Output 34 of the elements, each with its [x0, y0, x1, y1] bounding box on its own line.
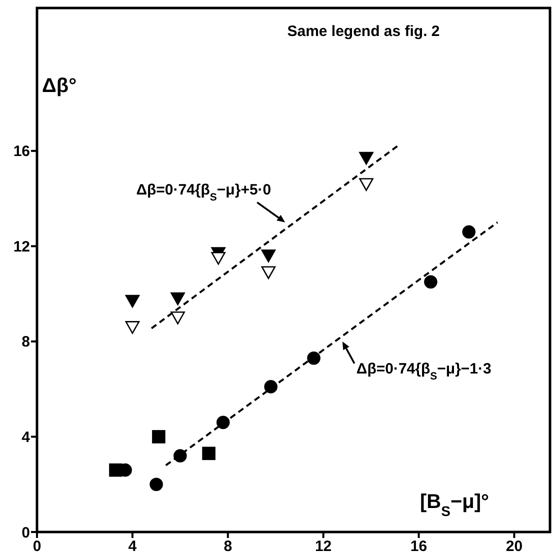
point: [462, 225, 476, 239]
point: [264, 380, 278, 394]
x-tick-label: 20: [506, 538, 523, 553]
point: [125, 321, 140, 334]
x-tick-label: 12: [314, 538, 332, 553]
point: [261, 250, 276, 262]
point: [261, 266, 276, 280]
point: [202, 446, 216, 460]
point: [109, 463, 122, 477]
point: [150, 478, 163, 492]
annotation: Same legend as fig. 2: [287, 23, 440, 40]
point: [170, 311, 185, 324]
y-tick-label: 12: [13, 238, 30, 256]
point: [307, 351, 320, 365]
point: [211, 252, 226, 265]
point: [170, 292, 185, 306]
y-axis-title: Δβ°: [42, 75, 77, 97]
x-tick-label: 8: [224, 538, 232, 553]
annotation: Δβ=0·74{β$_{S}$−μ}−1·3: [356, 360, 492, 382]
x-tick-label: 16: [410, 538, 428, 553]
point: [359, 152, 374, 165]
point: [216, 416, 230, 430]
y-tick-label: 8: [22, 334, 30, 351]
x-tick-label: 4: [128, 538, 138, 553]
y-tick-label: 16: [13, 143, 30, 160]
x-axis-title: [B$_{S}$−μ]°: [420, 491, 490, 519]
point: [359, 178, 374, 191]
y-tick-label: 0: [22, 524, 30, 542]
point: [125, 294, 140, 308]
point: [152, 430, 166, 444]
y-tick-label: 4: [22, 428, 31, 446]
point: [424, 275, 438, 289]
annotation: Δβ=0·74{β$_{S}$−μ}+5·0: [136, 181, 272, 204]
x-tick-label: 0: [32, 538, 42, 553]
